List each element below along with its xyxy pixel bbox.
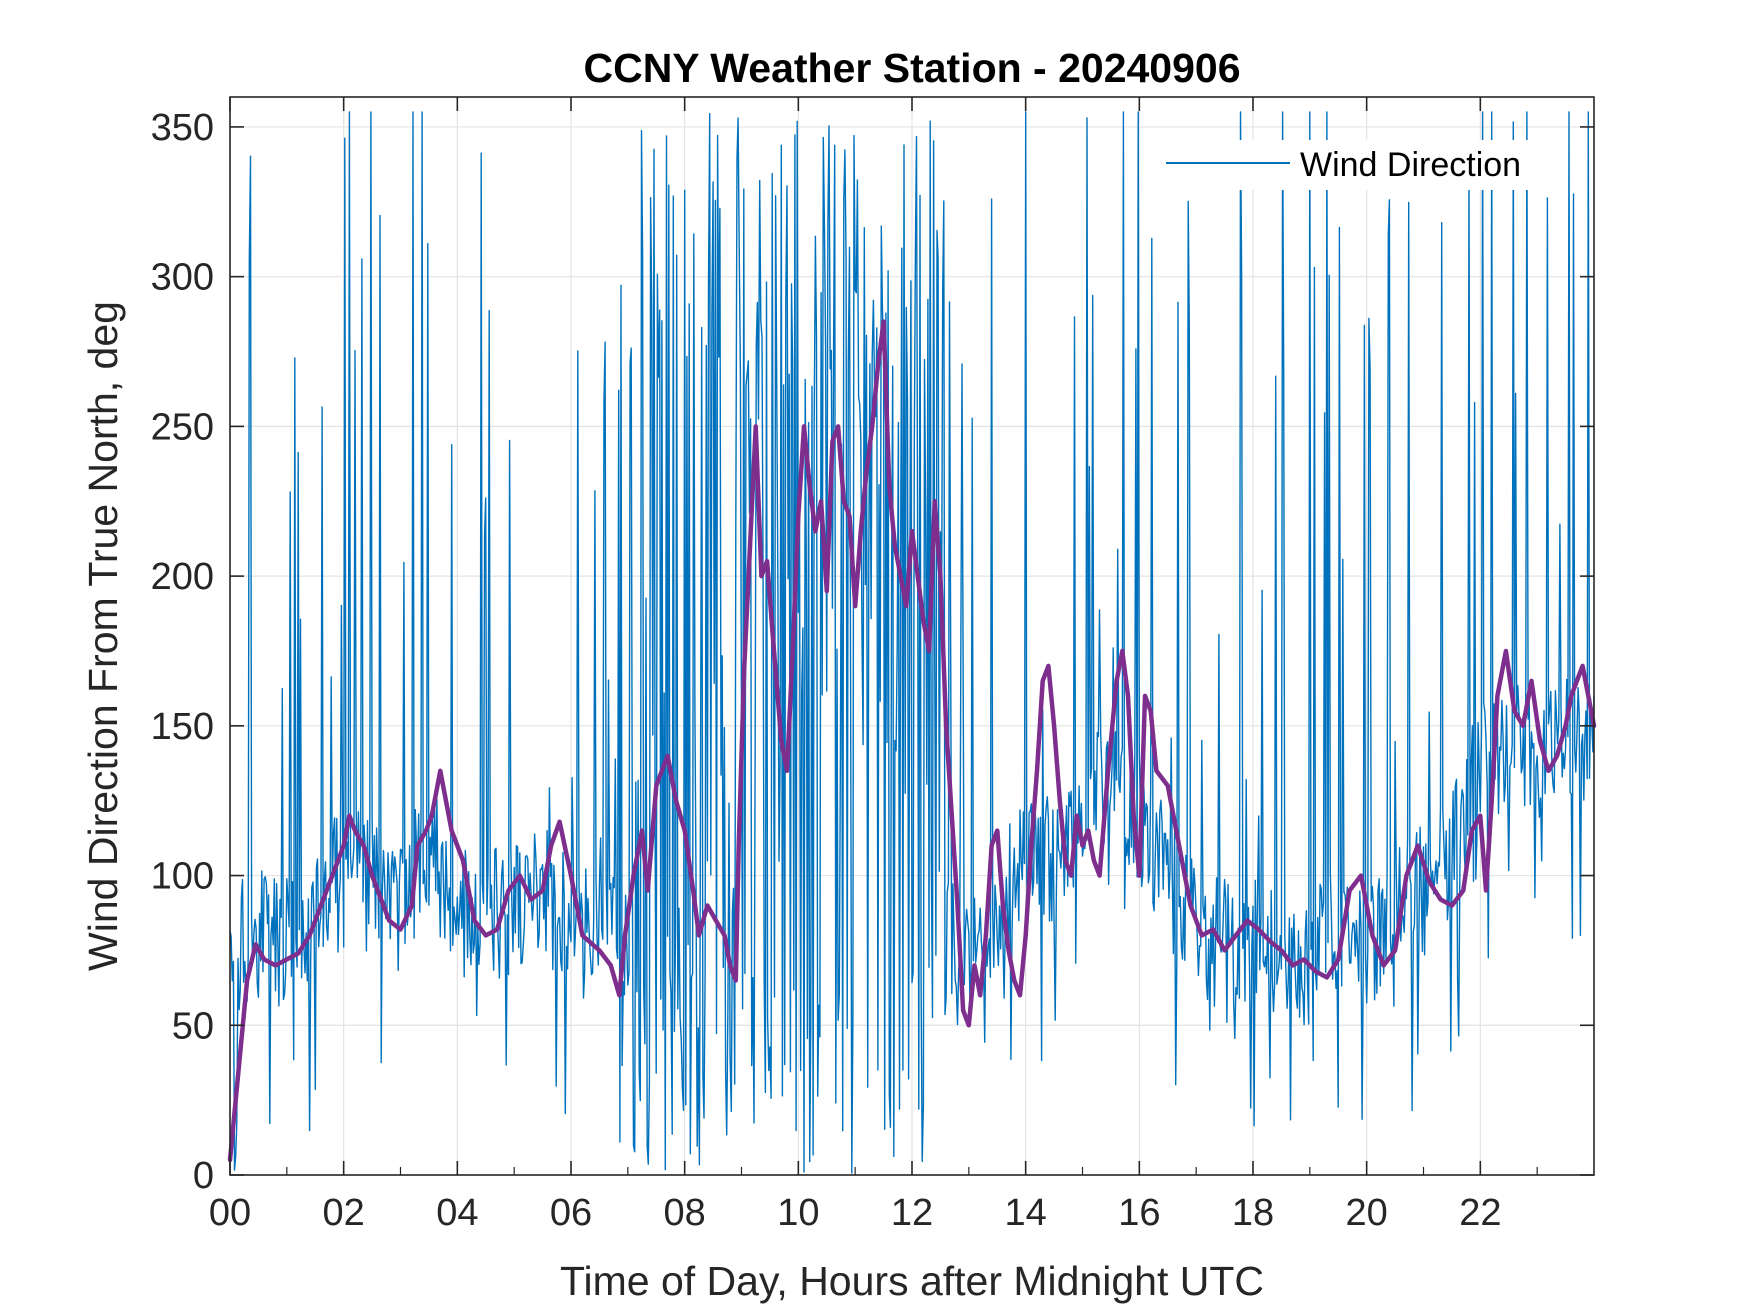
raw-series-layer bbox=[229, 111, 1595, 1174]
y-tick-label: 200 bbox=[151, 556, 214, 598]
legend-box bbox=[1160, 140, 1560, 190]
chart-title: CCNY Weather Station - 20240906 bbox=[583, 45, 1240, 91]
x-axis-label: Time of Day, Hours after Midnight UTC bbox=[560, 1258, 1264, 1304]
x-tick-label: 16 bbox=[1118, 1192, 1160, 1234]
x-tick-label: 04 bbox=[436, 1192, 478, 1234]
y-tick-label: 250 bbox=[151, 406, 214, 448]
y-tick-label: 50 bbox=[172, 1005, 214, 1047]
y-tick-label: 350 bbox=[151, 107, 214, 149]
smoothed-series-layer bbox=[227, 319, 1597, 1163]
y-tick-label: 0 bbox=[193, 1155, 214, 1197]
series-line-wind-direction bbox=[229, 111, 1595, 1174]
x-tick-label: 12 bbox=[891, 1192, 933, 1234]
y-axis-label: Wind Direction From True North, deg bbox=[80, 301, 126, 971]
legend: Wind Direction bbox=[1160, 140, 1560, 190]
x-tick-label: 18 bbox=[1232, 1192, 1274, 1234]
x-tick-label: 00 bbox=[209, 1192, 251, 1234]
y-tick-label: 100 bbox=[151, 856, 214, 898]
y-tick-label: 150 bbox=[151, 706, 214, 748]
grid bbox=[229, 97, 1594, 1176]
y-tick-label: 300 bbox=[151, 257, 214, 299]
x-tick-label: 10 bbox=[777, 1192, 819, 1234]
legend-entry-wind-direction: Wind Direction bbox=[1300, 146, 1521, 184]
x-tick-label: 14 bbox=[1005, 1192, 1047, 1234]
axis-ticks: 0 50 100 150 200 250 300 350 00 02 04 06 08 10 12 14 16 1… bbox=[151, 97, 1594, 1234]
x-tick-label: 06 bbox=[550, 1192, 592, 1234]
x-tick-label: 08 bbox=[664, 1192, 706, 1234]
series-line-smoothed bbox=[227, 319, 1597, 1163]
x-tick-label: 20 bbox=[1346, 1192, 1388, 1234]
x-tick-label: 22 bbox=[1459, 1192, 1501, 1234]
x-tick-label: 02 bbox=[323, 1192, 365, 1234]
